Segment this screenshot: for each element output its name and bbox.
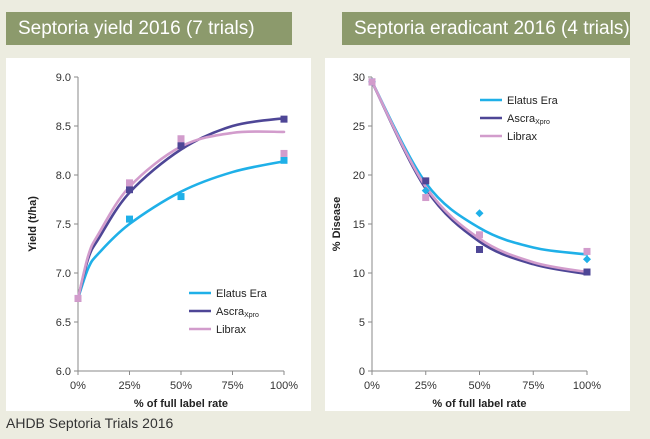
yield-x-tick-label: 25% bbox=[118, 380, 140, 392]
yield-trendline-librax bbox=[76, 130, 286, 300]
yield-y-tick-label: 8.0 bbox=[56, 170, 71, 182]
disease-x-tick-label: 25% bbox=[415, 380, 437, 392]
disease-point-elatus-era bbox=[475, 209, 484, 218]
disease-y-tick-label: 10 bbox=[353, 268, 365, 280]
yield-chart: 6.0 6.5 7.0 7.5 8.0 8.5 9.0 0% 25% 50% 75% 100% % of… bbox=[27, 72, 298, 410]
disease-y-tick-label: 30 bbox=[353, 72, 365, 84]
yield-y-axis-title: Yield (t/ha) bbox=[27, 196, 39, 252]
yield-legend-label: Librax bbox=[216, 324, 246, 336]
disease-trendline-elatus-era bbox=[370, 80, 589, 256]
yield-y-tick-label: 6.0 bbox=[56, 366, 71, 378]
chart-title-right: Septoria eradicant 2016 (4 trials) bbox=[342, 12, 630, 45]
disease-legend-label: Elatus Era bbox=[507, 95, 559, 107]
yield-chart-panel: 6.0 6.5 7.0 7.5 8.0 8.5 9.0 0% 25% 50% 75% 100% % of… bbox=[6, 58, 311, 411]
yield-point-elatus-era bbox=[126, 215, 133, 223]
yield-point-elatus-era bbox=[177, 193, 185, 201]
disease-y-axis-title: % Disease bbox=[331, 197, 343, 251]
disease-point-ascra-xpro bbox=[422, 177, 430, 185]
yield-point-ascra-xpro bbox=[177, 142, 185, 150]
chart-title-left: Septoria yield 2016 (7 trials) bbox=[6, 12, 292, 45]
disease-y-tick-label: 5 bbox=[359, 317, 365, 329]
yield-y-tick-label: 7.0 bbox=[56, 268, 71, 280]
yield-y-tick-label: 9.0 bbox=[56, 72, 71, 84]
yield-x-tick-label: 50% bbox=[170, 380, 192, 392]
disease-point-elatus-era bbox=[583, 255, 591, 264]
yield-point-librax bbox=[177, 135, 185, 143]
yield-legend: Elatus Era AscraXpro Librax bbox=[189, 288, 268, 336]
disease-x-tick-label: 75% bbox=[522, 380, 544, 392]
disease-point-librax bbox=[476, 231, 483, 239]
disease-legend-label: AscraXpro bbox=[507, 113, 550, 126]
disease-y-tick-label: 20 bbox=[353, 170, 365, 182]
yield-trendline-elatus-era bbox=[76, 159, 286, 300]
disease-trendline-ascra-xpro bbox=[370, 80, 589, 276]
yield-point-elatus-era bbox=[280, 156, 288, 164]
yield-point-librax bbox=[126, 179, 133, 187]
disease-y-tick-label: 15 bbox=[353, 219, 365, 231]
yield-x-tick-label: 75% bbox=[221, 380, 243, 392]
yield-legend-label: Elatus Era bbox=[216, 288, 268, 300]
yield-point-librax bbox=[280, 149, 288, 157]
disease-point-librax bbox=[583, 247, 591, 255]
yield-point-librax bbox=[74, 294, 82, 302]
disease-chart-panel: 0 5 10 15 20 25 30 0% 25% 50% 75% 100% % of full lab… bbox=[325, 58, 630, 411]
yield-y-tick-label: 7.5 bbox=[56, 219, 71, 231]
disease-chart: 0 5 10 15 20 25 30 0% 25% 50% 75% 100% % of full lab… bbox=[331, 72, 601, 410]
source-caption: AHDB Septoria Trials 2016 bbox=[6, 415, 174, 431]
yield-x-axis-title: % of full label rate bbox=[134, 398, 228, 410]
disease-point-librax bbox=[422, 194, 430, 202]
disease-y-tick-label: 25 bbox=[353, 121, 365, 133]
yield-x-tick-label: 0% bbox=[70, 380, 86, 392]
yield-point-ascra-xpro bbox=[280, 115, 288, 123]
disease-point-elatus-era bbox=[421, 186, 430, 195]
disease-trendline-librax bbox=[370, 80, 589, 274]
disease-x-tick-label: 100% bbox=[573, 380, 601, 392]
yield-x-tick-label: 100% bbox=[270, 380, 298, 392]
disease-x-tick-label: 50% bbox=[468, 380, 490, 392]
disease-point-librax bbox=[368, 78, 376, 86]
yield-y-tick-label: 6.5 bbox=[56, 317, 71, 329]
yield-y-tick-label: 8.5 bbox=[56, 121, 71, 133]
disease-y-tick-label: 0 bbox=[359, 366, 365, 378]
yield-legend-label: AscraXpro bbox=[216, 306, 259, 319]
yield-point-ascra-xpro bbox=[126, 186, 133, 194]
disease-x-axis-title: % of full label rate bbox=[432, 398, 526, 410]
disease-legend-label: Librax bbox=[507, 131, 537, 143]
disease-legend: Elatus Era AscraXpro Librax bbox=[480, 95, 559, 143]
disease-x-tick-label: 0% bbox=[364, 380, 380, 392]
disease-point-ascra-xpro bbox=[583, 268, 591, 276]
disease-point-ascra-xpro bbox=[476, 245, 483, 253]
